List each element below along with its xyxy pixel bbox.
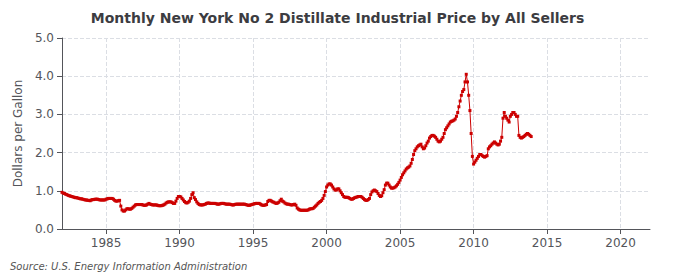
svg-text:1.0: 1.0: [35, 184, 54, 198]
svg-text:1995: 1995: [238, 236, 269, 250]
svg-text:5.0: 5.0: [35, 31, 54, 45]
svg-text:2000: 2000: [311, 236, 342, 250]
svg-text:Dollars per Gallon: Dollars per Gallon: [11, 80, 25, 188]
svg-text:2015: 2015: [532, 236, 563, 250]
svg-text:3.0: 3.0: [35, 107, 54, 121]
svg-text:Source: U.S. Energy Informatio: Source: U.S. Energy Information Administ…: [10, 261, 247, 272]
svg-text:2.0: 2.0: [35, 146, 54, 160]
svg-text:1990: 1990: [164, 236, 195, 250]
svg-text:1985: 1985: [91, 236, 122, 250]
svg-text:2010: 2010: [458, 236, 489, 250]
svg-text:2020: 2020: [605, 236, 636, 250]
svg-text:2005: 2005: [385, 236, 416, 250]
svg-text:Monthly New York No 2 Distilla: Monthly New York No 2 Distillate Industr…: [91, 10, 585, 26]
svg-text:4.0: 4.0: [35, 69, 54, 83]
svg-text:0.0: 0.0: [35, 222, 54, 236]
